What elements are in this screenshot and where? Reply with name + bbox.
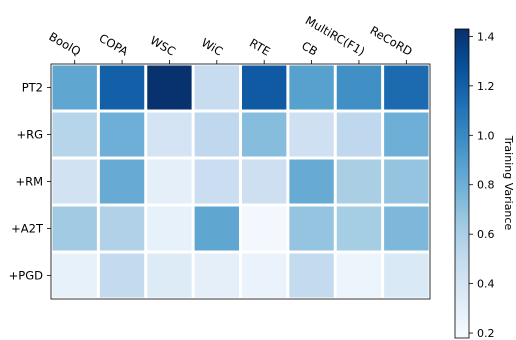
column-label-BoolQ: BoolQ [47,29,84,58]
heatmap-cell-+RM-BoolQ [52,159,97,204]
colorbar-ticks: 0.2 0.4 0.6 0.8 1.0 1.2 1.4 [469,30,495,340]
heatmap-cell-+RG-BoolQ [52,112,97,157]
heatmap-cell-+RG-RTE [242,112,287,157]
row-label-+A2T: +A2T [11,222,44,236]
heatmap-cell-PT2-MultiRC(F1) [336,65,382,110]
colorbar-tick-label: 0.2 [477,327,495,340]
heatmap-cell-+A2T-CB [289,206,334,251]
column-label-RTE: RTE [247,36,273,59]
colorbar-tick-label: 0.6 [477,228,495,241]
heatmap-cell-PT2-WSC [147,65,192,110]
colorbar-tick-label: 1.0 [477,129,495,142]
heatmap-cell-+PGD-CB [289,253,334,298]
column-label-WiC: WiC [199,35,225,58]
colorbar-tick-label: 1.4 [477,30,495,43]
heatmap-cell-+PGD-ReCoRD [384,253,429,298]
heatmap-cell-PT2-COPA [99,65,145,110]
column-label-WSC: WSC [148,33,178,58]
heatmap-cell-+PGD-WiC [194,253,239,298]
heatmap-cell-+A2T-MultiRC(F1) [336,206,382,251]
heatmap-cell-+PGD-MultiRC(F1) [336,253,382,298]
heatmap-cell-+RM-COPA [99,159,145,204]
heatmap-cell-+PGD-COPA [99,253,145,298]
heatmap-cell-+RM-MultiRC(F1) [336,159,382,204]
heatmap-cell-+RM-RTE [242,159,287,204]
row-labels: PT2 +RG +RM +A2T +PGD [9,81,51,283]
heatmap-cell-PT2-CB [289,65,334,110]
heatmap-cell-+RM-WSC [147,159,192,204]
heatmap-cell-+RM-CB [289,159,334,204]
heatmap-cell-+A2T-COPA [99,206,145,251]
heatmap-cell-+RG-ReCoRD [384,112,429,157]
heatmap-cell-+A2T-ReCoRD [384,206,429,251]
heatmap-cell-+PGD-RTE [242,253,287,298]
heatmap-cell-+PGD-BoolQ [52,253,97,298]
column-label-CB: CB [299,39,320,59]
colorbar-tick-label: 0.4 [477,278,495,291]
row-label-PT2: PT2 [22,81,43,95]
column-label-ReCoRD: ReCoRD [368,23,415,58]
heatmap-cell-+A2T-WSC [147,206,192,251]
heatmap-cell-PT2-RTE [242,65,287,110]
heatmap-cell-PT2-WiC [194,65,239,110]
colorbar-tick-label: 0.8 [477,179,495,192]
heatmap-cell-+RM-ReCoRD [384,159,429,204]
heatmap-cell-PT2-BoolQ [52,65,97,110]
heatmap-cell-+A2T-BoolQ [52,206,97,251]
colorbar [454,28,470,339]
row-label-+RM: +RM [15,175,43,189]
colorbar-tick-label: 1.2 [477,80,495,93]
row-label-+PGD: +PGD [9,269,43,283]
heatmap-cells [52,65,429,298]
heatmap-cell-PT2-ReCoRD [384,65,429,110]
heatmap-cell-+RG-CB [289,112,334,157]
heatmap-cell-+RG-WSC [147,112,192,157]
heatmap-cell-+RG-COPA [99,112,145,157]
heatmap-cell-+RM-WiC [194,159,239,204]
colorbar-label: Training Variance [502,135,515,231]
heatmap-cell-+RG-WiC [194,112,239,157]
heatmap-cell-+A2T-WiC [194,206,239,251]
heatmap-cell-+PGD-WSC [147,253,192,298]
heatmap-cell-+A2T-RTE [242,206,287,251]
heatmap-cell-+RG-MultiRC(F1) [336,112,382,157]
column-label-COPA: COPA [97,31,131,59]
row-label-+RG: +RG [16,128,43,142]
